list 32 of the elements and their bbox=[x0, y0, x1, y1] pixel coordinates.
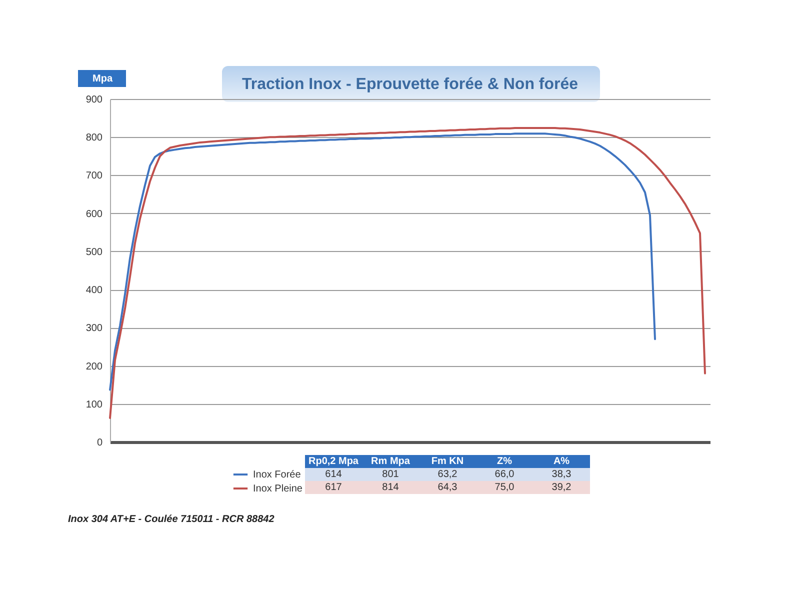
text: 75,0 bbox=[476, 481, 533, 494]
legend-label: Inox Pleine bbox=[253, 484, 303, 494]
text: 614 bbox=[305, 468, 362, 481]
legend-label: Inox Forée bbox=[253, 470, 302, 480]
y-axis-title: Mpa bbox=[92, 74, 113, 84]
text: Inox 304 AT+E - Coulée 715011 - RCR 88842 bbox=[68, 514, 274, 525]
y-tick-label: 0 bbox=[96, 438, 103, 448]
text: Rm Mpa bbox=[362, 455, 419, 468]
y-tick-label: 200 bbox=[86, 361, 103, 372]
text: 801 bbox=[362, 468, 419, 481]
text: 64,3 bbox=[419, 481, 476, 494]
y-tick-label: 600 bbox=[86, 208, 103, 220]
text: Z% bbox=[476, 455, 533, 468]
text: A% bbox=[533, 455, 590, 468]
text: 66,0 bbox=[476, 468, 533, 481]
text: Rp0,2 Mpa bbox=[305, 455, 362, 468]
y-tick-label: 800 bbox=[86, 132, 103, 144]
text: 39,2 bbox=[533, 481, 590, 494]
line-series bbox=[109, 132, 656, 391]
line-series bbox=[109, 126, 706, 419]
y-tick-label: 400 bbox=[86, 285, 103, 296]
chart-title: Traction Inox - Eprouvette forée & Non forée bbox=[242, 76, 578, 93]
y-tick-label: 700 bbox=[86, 170, 103, 182]
text: 38,3 bbox=[533, 468, 590, 481]
text: 63,2 bbox=[419, 468, 476, 481]
text: Fm KN bbox=[419, 455, 476, 468]
text: 814 bbox=[362, 481, 419, 494]
y-tick-label: 300 bbox=[86, 323, 103, 334]
y-tick-label: 900 bbox=[86, 94, 103, 106]
text: 617 bbox=[305, 481, 362, 494]
y-tick-label: 500 bbox=[86, 246, 103, 258]
y-tick-label: 100 bbox=[86, 399, 103, 410]
